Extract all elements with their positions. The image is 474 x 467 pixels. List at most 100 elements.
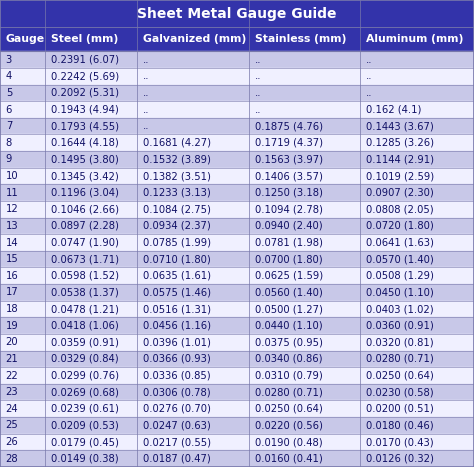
Text: 0.0403 (1.02): 0.0403 (1.02): [366, 304, 434, 314]
Bar: [0, 168, 474, 184]
Text: 0.1046 (2.66): 0.1046 (2.66): [51, 204, 118, 214]
Text: 0.0673 (1.71): 0.0673 (1.71): [51, 254, 118, 264]
Text: 28: 28: [6, 453, 18, 464]
Bar: [0, 417, 474, 434]
Text: 0.0336 (0.85): 0.0336 (0.85): [143, 370, 211, 381]
Text: 0.0450 (1.10): 0.0450 (1.10): [366, 287, 434, 297]
Bar: [0, 134, 474, 151]
Text: 7: 7: [6, 121, 12, 131]
Bar: [0, 301, 474, 318]
Text: 0.1019 (2.59): 0.1019 (2.59): [366, 171, 434, 181]
Text: 0.1144 (2.91): 0.1144 (2.91): [366, 155, 434, 164]
Text: 0.0299 (0.76): 0.0299 (0.76): [51, 370, 118, 381]
Text: 0.0276 (0.70): 0.0276 (0.70): [143, 404, 211, 414]
Text: Aluminum (mm): Aluminum (mm): [366, 34, 463, 44]
Text: ..: ..: [143, 71, 150, 81]
Text: 0.0359 (0.91): 0.0359 (0.91): [51, 337, 118, 347]
Bar: [0, 85, 474, 101]
Text: 0.0720 (1.80): 0.0720 (1.80): [366, 221, 434, 231]
Text: 24: 24: [6, 404, 18, 414]
Text: 6: 6: [6, 105, 12, 114]
Text: 0.0641 (1.63): 0.0641 (1.63): [366, 238, 434, 248]
Text: ..: ..: [366, 71, 373, 81]
Bar: [0, 68, 474, 85]
Text: 0.1644 (4.18): 0.1644 (4.18): [51, 138, 118, 148]
Text: 0.0516 (1.31): 0.0516 (1.31): [143, 304, 211, 314]
Text: 19: 19: [6, 321, 18, 331]
Text: 3: 3: [6, 55, 12, 65]
Text: 25: 25: [6, 420, 18, 431]
Bar: [0, 151, 474, 168]
Bar: [0, 318, 474, 334]
Text: 0.2092 (5.31): 0.2092 (5.31): [51, 88, 118, 98]
Text: 20: 20: [6, 337, 18, 347]
Text: 16: 16: [6, 271, 18, 281]
Text: 5: 5: [6, 88, 12, 98]
Text: 22: 22: [6, 370, 18, 381]
Text: ..: ..: [143, 121, 150, 131]
Text: 0.0320 (0.81): 0.0320 (0.81): [366, 337, 434, 347]
Text: ..: ..: [255, 55, 261, 65]
Text: 0.0625 (1.59): 0.0625 (1.59): [255, 271, 323, 281]
Text: 0.0785 (1.99): 0.0785 (1.99): [143, 238, 211, 248]
Text: 0.0700 (1.80): 0.0700 (1.80): [255, 254, 322, 264]
Text: 0.0220 (0.56): 0.0220 (0.56): [255, 420, 322, 431]
Text: 0.0200 (0.51): 0.0200 (0.51): [366, 404, 434, 414]
Text: 0.1719 (4.37): 0.1719 (4.37): [255, 138, 322, 148]
Bar: [0, 118, 474, 134]
Bar: [0, 367, 474, 384]
Text: Galvanized (mm): Galvanized (mm): [143, 34, 246, 44]
Bar: [0, 450, 474, 467]
Text: 0.0280 (0.71): 0.0280 (0.71): [366, 354, 434, 364]
Text: 0.0500 (1.27): 0.0500 (1.27): [255, 304, 322, 314]
Text: 0.0940 (2.40): 0.0940 (2.40): [255, 221, 322, 231]
Text: ..: ..: [255, 105, 261, 114]
Text: 0.0538 (1.37): 0.0538 (1.37): [51, 287, 118, 297]
Text: 11: 11: [6, 188, 18, 198]
Text: 0.1443 (3.67): 0.1443 (3.67): [366, 121, 434, 131]
Text: 0.1345 (3.42): 0.1345 (3.42): [51, 171, 118, 181]
Text: 0.0570 (1.40): 0.0570 (1.40): [366, 254, 434, 264]
Text: 0.0239 (0.61): 0.0239 (0.61): [51, 404, 118, 414]
Bar: [0, 101, 474, 118]
Bar: [0, 434, 474, 450]
Text: 0.0230 (0.58): 0.0230 (0.58): [366, 387, 434, 397]
Text: 0.0180 (0.46): 0.0180 (0.46): [366, 420, 434, 431]
Text: 0.1495 (3.80): 0.1495 (3.80): [51, 155, 118, 164]
Text: 15: 15: [6, 254, 18, 264]
Text: ..: ..: [143, 88, 150, 98]
Text: 0.0710 (1.80): 0.0710 (1.80): [143, 254, 211, 264]
Text: 0.0478 (1.21): 0.0478 (1.21): [51, 304, 118, 314]
Text: 0.0747 (1.90): 0.0747 (1.90): [51, 238, 118, 248]
Text: 8: 8: [6, 138, 12, 148]
Bar: [0, 27, 474, 51]
Text: 0.1285 (3.26): 0.1285 (3.26): [366, 138, 434, 148]
Text: Stainless (mm): Stainless (mm): [255, 34, 346, 44]
Text: 12: 12: [6, 204, 18, 214]
Text: 18: 18: [6, 304, 18, 314]
Bar: [0, 51, 474, 68]
Text: 0.0250 (0.64): 0.0250 (0.64): [366, 370, 434, 381]
Text: 14: 14: [6, 238, 18, 248]
Text: 0.0418 (1.06): 0.0418 (1.06): [51, 321, 118, 331]
Text: 0.0250 (0.64): 0.0250 (0.64): [255, 404, 322, 414]
Text: 0.0456 (1.16): 0.0456 (1.16): [143, 321, 211, 331]
Text: ..: ..: [143, 105, 150, 114]
Text: 0.0560 (1.40): 0.0560 (1.40): [255, 287, 322, 297]
Text: 0.0808 (2.05): 0.0808 (2.05): [366, 204, 434, 214]
Bar: [0, 201, 474, 218]
Text: 0.0126 (0.32): 0.0126 (0.32): [366, 453, 434, 464]
Text: 0.1532 (3.89): 0.1532 (3.89): [143, 155, 211, 164]
Text: 10: 10: [6, 171, 18, 181]
Text: ..: ..: [366, 55, 373, 65]
Text: 0.0508 (1.29): 0.0508 (1.29): [366, 271, 434, 281]
Text: 0.0160 (0.41): 0.0160 (0.41): [255, 453, 322, 464]
Text: 0.0934 (2.37): 0.0934 (2.37): [143, 221, 211, 231]
Text: 0.1233 (3.13): 0.1233 (3.13): [143, 188, 211, 198]
Text: 0.0149 (0.38): 0.0149 (0.38): [51, 453, 118, 464]
Text: ..: ..: [143, 55, 150, 65]
Text: 0.0907 (2.30): 0.0907 (2.30): [366, 188, 434, 198]
Text: 0.0375 (0.95): 0.0375 (0.95): [255, 337, 322, 347]
Text: 4: 4: [6, 71, 12, 81]
Bar: [0, 284, 474, 301]
